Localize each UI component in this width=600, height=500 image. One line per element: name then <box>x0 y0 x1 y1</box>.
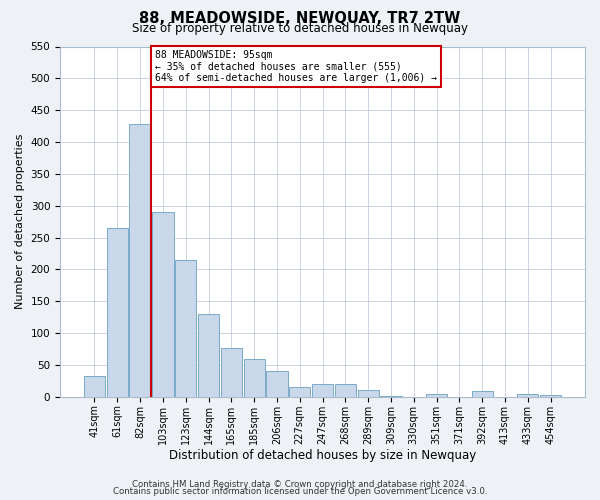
Bar <box>472 391 493 397</box>
Bar <box>175 260 196 397</box>
Bar <box>107 228 128 397</box>
Text: Contains public sector information licensed under the Open Government Licence v3: Contains public sector information licen… <box>113 487 487 496</box>
Bar <box>130 124 151 397</box>
Bar <box>244 359 265 397</box>
Text: 88 MEADOWSIDE: 95sqm
← 35% of detached houses are smaller (555)
64% of semi-deta: 88 MEADOWSIDE: 95sqm ← 35% of detached h… <box>155 50 437 83</box>
Bar <box>312 384 333 397</box>
Bar <box>84 376 105 397</box>
Bar <box>221 348 242 397</box>
Bar <box>289 388 310 397</box>
Text: Size of property relative to detached houses in Newquay: Size of property relative to detached ho… <box>132 22 468 35</box>
Bar <box>152 212 173 397</box>
Bar <box>426 394 447 397</box>
Y-axis label: Number of detached properties: Number of detached properties <box>15 134 25 310</box>
Bar <box>517 394 538 397</box>
X-axis label: Distribution of detached houses by size in Newquay: Distribution of detached houses by size … <box>169 450 476 462</box>
Bar <box>540 395 561 397</box>
Bar <box>198 314 219 397</box>
Text: Contains HM Land Registry data © Crown copyright and database right 2024.: Contains HM Land Registry data © Crown c… <box>132 480 468 489</box>
Bar <box>358 390 379 397</box>
Text: 88, MEADOWSIDE, NEWQUAY, TR7 2TW: 88, MEADOWSIDE, NEWQUAY, TR7 2TW <box>139 11 461 26</box>
Bar <box>266 372 287 397</box>
Bar <box>335 384 356 397</box>
Bar <box>380 396 401 397</box>
